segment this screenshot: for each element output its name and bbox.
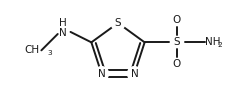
Text: S: S [115, 18, 121, 28]
Text: O: O [172, 59, 181, 69]
Circle shape [95, 67, 109, 81]
Text: 2: 2 [218, 42, 222, 48]
Text: N: N [59, 28, 67, 38]
Text: S: S [173, 37, 180, 47]
Circle shape [111, 16, 125, 30]
Text: O: O [172, 15, 181, 25]
Text: 3: 3 [47, 50, 52, 56]
Text: CH: CH [24, 45, 39, 55]
Text: NH: NH [205, 37, 220, 47]
Text: H: H [59, 18, 67, 28]
Circle shape [128, 67, 142, 81]
Text: N: N [98, 69, 106, 79]
Text: N: N [131, 69, 138, 79]
